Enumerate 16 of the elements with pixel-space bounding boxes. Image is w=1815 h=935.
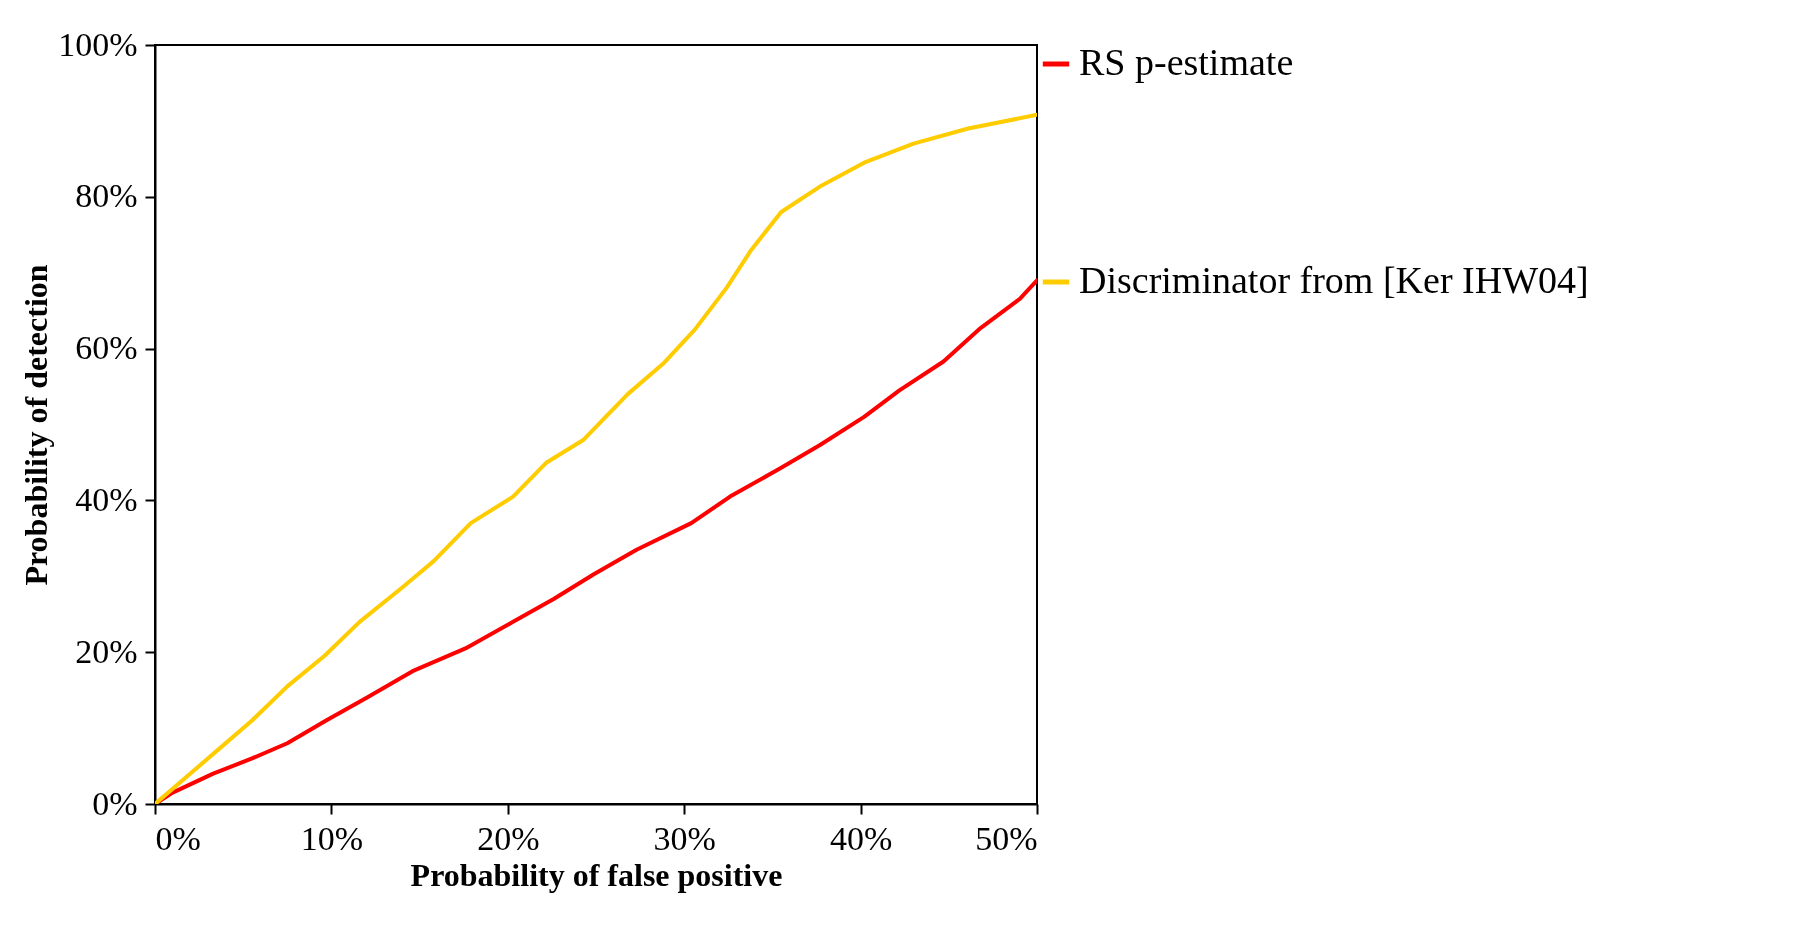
y-axis-title: Probability of detection — [18, 264, 55, 586]
legend-label: RS p-estimate — [1079, 41, 1294, 83]
y-tick-label: 60% — [75, 329, 138, 367]
x-tick-label: 40% — [829, 819, 893, 857]
x-tick-label: 20% — [477, 819, 540, 857]
y-tick-label: 80% — [75, 177, 138, 215]
x-tick-label: 0% — [155, 819, 201, 857]
x-tick-label: 10% — [300, 819, 364, 857]
x-tick-label: 50% — [975, 819, 1038, 857]
legend-label: Discriminator from [Ker IHW04] — [1079, 259, 1589, 301]
x-axis-title: Probability of false positive — [410, 856, 783, 893]
y-tick-label: 100% — [58, 25, 138, 63]
x-tick-label: 30% — [653, 819, 716, 857]
y-tick-label: 20% — [75, 632, 138, 670]
y-tick-label: 0% — [92, 784, 138, 822]
y-tick-label: 40% — [75, 480, 138, 518]
